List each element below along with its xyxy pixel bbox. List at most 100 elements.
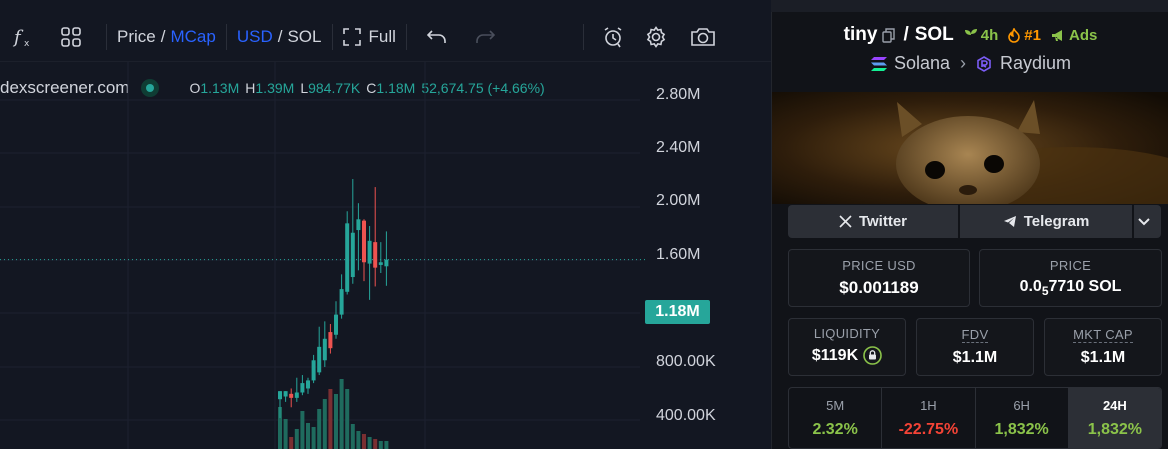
price-axis-label: 2.40M — [656, 139, 701, 156]
volume-bar — [356, 431, 361, 449]
redo-button[interactable] — [457, 19, 513, 55]
price-sol-value: 0.057710 SOL — [980, 278, 1161, 298]
pair-age-badge: 4h — [964, 27, 998, 44]
change-tab-label: 1H — [920, 398, 937, 413]
volume-bar — [283, 419, 288, 449]
change-tab-24h[interactable]: 24H 1,832% — [1068, 388, 1161, 448]
market-cap-label: MKT CAP — [1073, 327, 1133, 343]
fullscreen-label: Full — [368, 26, 396, 46]
price-usd-label: PRICE USD — [842, 258, 916, 273]
sprout-icon — [964, 29, 977, 41]
telegram-icon — [1003, 216, 1016, 227]
candle-body — [289, 393, 294, 398]
twitter-button[interactable]: Twitter — [788, 205, 958, 238]
price-axis-label: 1.60M — [656, 246, 701, 263]
price-usd-value: $0.001189 — [839, 278, 919, 297]
price-axis-label: 800.00K — [656, 353, 716, 370]
volume-bar — [311, 427, 316, 449]
more-links-button[interactable] — [1134, 205, 1161, 238]
price-axis-label: 400.00K — [656, 407, 716, 424]
change-tab-1h[interactable]: 1H -22.75% — [882, 388, 976, 448]
candle-body — [317, 346, 322, 373]
layout-button[interactable] — [46, 19, 96, 55]
volume-bar — [362, 434, 366, 449]
usd-sol-toggle[interactable]: USD / SOL — [237, 19, 322, 55]
x-logo-icon — [839, 215, 852, 228]
social-divider — [1132, 205, 1134, 238]
candle-body — [345, 223, 350, 292]
ads-badge[interactable]: Ads — [1051, 27, 1097, 44]
lock-icon[interactable] — [863, 346, 882, 365]
candle-body — [283, 391, 288, 397]
price-sol-zeros: 5 — [1041, 284, 1049, 299]
sol-option[interactable]: SOL — [287, 26, 322, 46]
chart-legend: dexscreener.com O 1.13M H 1.39M L 984.77K C… — [0, 76, 545, 100]
candle-body — [356, 219, 361, 231]
volume-bar — [345, 389, 350, 449]
screenshot-button[interactable] — [680, 19, 726, 55]
candle-body — [378, 262, 383, 265]
volume-bar — [373, 439, 378, 449]
price-axis-label: 2.80M — [656, 86, 701, 103]
settings-button[interactable] — [632, 19, 680, 55]
candle-body — [350, 232, 355, 278]
copy-icon[interactable] — [882, 27, 896, 43]
change-tab-6h[interactable]: 6H 1,832% — [976, 388, 1069, 448]
alert-button[interactable] — [594, 19, 632, 55]
raydium-logo-icon — [977, 55, 991, 72]
market-cap-card: MKT CAP $1.1M — [1044, 318, 1162, 376]
candle-body — [373, 242, 378, 268]
candle-body — [334, 314, 338, 335]
liquidity-card: LIQUIDITY $119K — [788, 318, 906, 376]
legend-change: 52,674.75 (+4.66%) — [421, 80, 545, 96]
twitter-label: Twitter — [858, 213, 908, 230]
price-mcap-slash: / — [160, 26, 166, 46]
mcap-option[interactable]: MCap — [170, 26, 216, 46]
chevron-right-icon: › — [960, 53, 967, 73]
current-price-label: 1.18M — [645, 300, 710, 324]
legend-close-value: 1.18M — [376, 80, 416, 96]
price-sol-label: PRICE — [1049, 258, 1092, 273]
change-tab-label: 6H — [1013, 398, 1030, 413]
chevron-down-icon — [1138, 217, 1150, 225]
undo-button[interactable] — [417, 19, 457, 55]
trending-rank: #1 — [1024, 26, 1041, 44]
price-sol-digits: 7710 SOL — [1048, 278, 1122, 295]
legend-high-key: H — [245, 80, 256, 96]
volume-bar — [339, 379, 344, 449]
dex-name[interactable]: Raydium — [1000, 53, 1072, 73]
solana-logo-icon — [870, 56, 887, 71]
legend-site-name: dexscreener.com — [0, 78, 130, 97]
svg-text:x: x — [24, 39, 30, 48]
market-cap-value: $1.1M — [1080, 349, 1126, 366]
toolbar-divider — [582, 23, 584, 50]
change-tab-label: 5M — [826, 398, 845, 413]
volume-bar — [294, 429, 299, 449]
volume-bar — [378, 441, 383, 449]
telegram-button[interactable]: Telegram — [960, 205, 1132, 238]
chain-name[interactable]: Solana — [893, 53, 951, 73]
megaphone-icon — [1051, 29, 1062, 41]
legend-open-value: 1.13M — [200, 80, 240, 96]
token-symbol: tiny — [843, 24, 878, 45]
social-links: Twitter Telegram — [788, 205, 1161, 238]
change-tab-5m[interactable]: 5M 2.32% — [789, 388, 883, 448]
candlestick-chart[interactable] — [0, 62, 771, 449]
trending-rank-badge[interactable]: #1 — [1008, 27, 1041, 44]
social-divider — [958, 205, 960, 238]
live-status-dot — [141, 79, 160, 97]
fullscreen-icon — [342, 27, 361, 46]
price-option[interactable]: Price — [117, 26, 156, 46]
candle-body — [300, 383, 305, 393]
usd-option[interactable]: USD — [236, 26, 273, 46]
volume-bar — [334, 394, 338, 449]
quote-symbol: SOL — [914, 24, 954, 45]
volume-bar — [278, 407, 282, 449]
volume-bar — [350, 424, 355, 449]
fire-icon — [1008, 27, 1021, 43]
price-mcap-toggle[interactable]: Price / MCap — [117, 19, 216, 55]
fullscreen-button[interactable]: Full — [342, 19, 396, 55]
